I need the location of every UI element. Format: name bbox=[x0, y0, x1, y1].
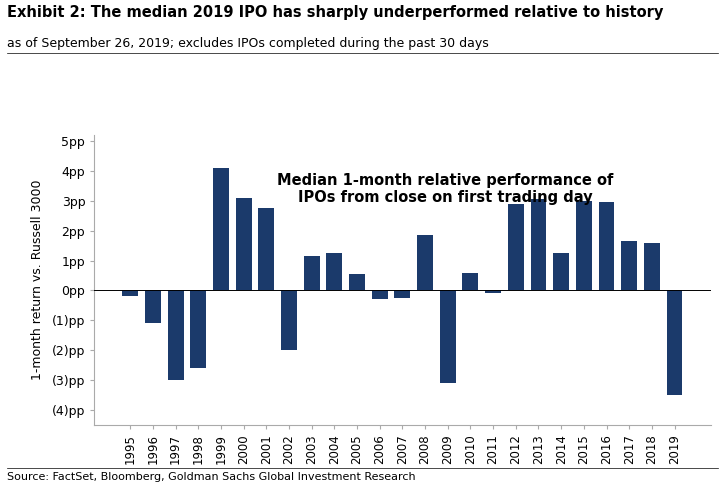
Bar bbox=[372, 290, 388, 300]
Bar bbox=[507, 204, 523, 290]
Bar bbox=[621, 241, 637, 290]
Bar bbox=[576, 201, 592, 290]
Bar bbox=[326, 253, 342, 290]
Bar bbox=[213, 168, 229, 290]
Bar bbox=[258, 208, 274, 290]
Bar bbox=[123, 290, 138, 296]
Bar bbox=[145, 290, 161, 324]
Bar bbox=[599, 202, 615, 290]
Bar bbox=[553, 253, 569, 290]
Y-axis label: 1-month return vs. Russell 3000: 1-month return vs. Russell 3000 bbox=[30, 180, 44, 380]
Text: Median 1-month relative performance of
IPOs from close on first trading day: Median 1-month relative performance of I… bbox=[278, 172, 613, 205]
Bar bbox=[236, 198, 252, 290]
Bar bbox=[440, 290, 456, 383]
Bar bbox=[190, 290, 206, 368]
Bar bbox=[463, 272, 478, 290]
Text: Exhibit 2: The median 2019 IPO has sharply underperformed relative to history: Exhibit 2: The median 2019 IPO has sharp… bbox=[7, 5, 663, 20]
Text: as of September 26, 2019; excludes IPOs completed during the past 30 days: as of September 26, 2019; excludes IPOs … bbox=[7, 38, 489, 51]
Bar bbox=[349, 274, 365, 290]
Bar bbox=[485, 290, 501, 294]
Bar bbox=[666, 290, 682, 395]
Bar bbox=[417, 235, 433, 290]
Bar bbox=[394, 290, 410, 298]
Bar bbox=[281, 290, 297, 350]
Bar bbox=[167, 290, 183, 380]
Bar bbox=[531, 200, 547, 290]
Text: Source: FactSet, Bloomberg, Goldman Sachs Global Investment Research: Source: FactSet, Bloomberg, Goldman Sach… bbox=[7, 472, 416, 482]
Bar bbox=[304, 256, 320, 290]
Bar bbox=[644, 242, 660, 290]
